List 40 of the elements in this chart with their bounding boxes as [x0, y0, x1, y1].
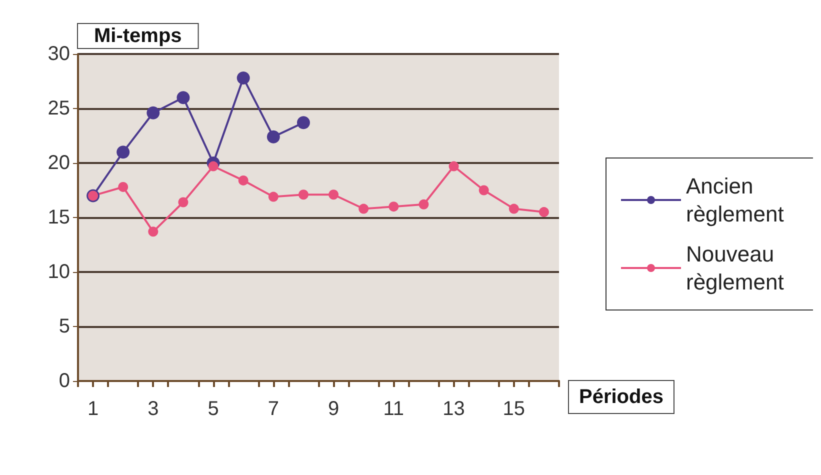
point: [538, 207, 549, 218]
x-tick-label: 13: [442, 398, 465, 420]
x-tick-label: 1: [87, 398, 99, 420]
point: [208, 161, 218, 172]
point: [116, 146, 130, 159]
y-tick-label: 30: [48, 43, 70, 65]
point: [358, 204, 369, 214]
point: [176, 91, 190, 104]
point: [418, 199, 429, 210]
point: [478, 185, 489, 196]
point: [328, 190, 339, 200]
x-tick-label: 9: [328, 398, 340, 420]
point: [296, 116, 310, 130]
x-tick-label: 11: [383, 398, 404, 420]
y-tick-label: 0: [58, 370, 70, 392]
point: [448, 161, 459, 172]
y-axis-title: Mi-temps: [94, 25, 182, 47]
y-tick-label: 5: [58, 316, 70, 338]
x-tick-label: 3: [148, 398, 159, 420]
point: [178, 197, 188, 208]
point: [268, 192, 278, 202]
point: [118, 182, 128, 192]
x-axis-title: Périodes: [579, 386, 664, 408]
y-tick-label: 20: [48, 152, 70, 174]
point: [148, 226, 158, 237]
y-tick-label: 10: [48, 261, 70, 283]
point: [508, 204, 519, 214]
point: [266, 130, 280, 144]
point: [238, 175, 248, 186]
point: [298, 190, 308, 200]
y-tick-label: 15: [48, 206, 70, 228]
x-tick-label: 5: [208, 398, 219, 420]
point: [146, 106, 160, 120]
point: [388, 202, 399, 212]
x-tick-label: 7: [268, 398, 279, 420]
point: [236, 71, 250, 84]
legend-label: Nouveau règlement: [686, 242, 784, 294]
x-tick-label: 15: [502, 398, 526, 420]
legend-label: Ancien règlement: [686, 174, 784, 226]
y-tick-label: 25: [48, 98, 70, 120]
